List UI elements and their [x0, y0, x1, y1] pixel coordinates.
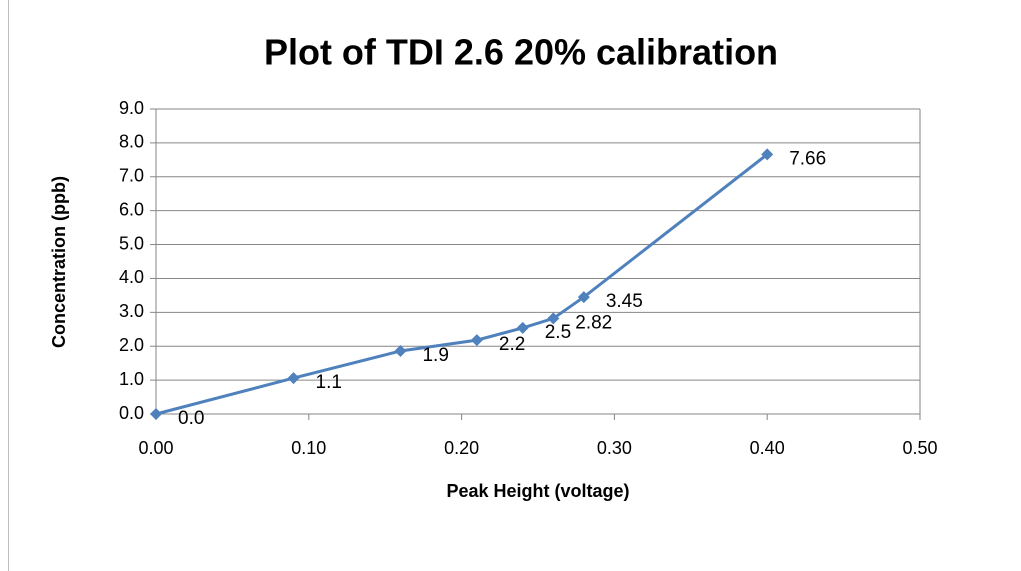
series-line	[155, 153, 769, 416]
x-tick-label: 0.10	[291, 438, 326, 458]
data-label: 1.1	[316, 372, 342, 393]
y-axis-label: Concentration (ppb)	[49, 176, 69, 348]
x-tick-label: 0.50	[902, 438, 937, 458]
x-tick-label: 0.20	[444, 438, 479, 458]
data-label: 7.66	[789, 148, 826, 169]
y-tick-label: 2.0	[119, 335, 144, 355]
data-point	[577, 291, 590, 304]
data-point	[761, 148, 774, 161]
data-label: 2.5	[545, 322, 571, 343]
y-tick-label: 9.0	[119, 98, 144, 118]
data-label: 2.82	[575, 312, 612, 333]
data-label: 3.45	[606, 291, 643, 312]
data-label: 1.9	[422, 345, 448, 366]
data-point	[516, 321, 529, 334]
chart-frame	[8, 0, 1021, 571]
y-tick-label: 0.0	[119, 403, 144, 423]
y-tick-label: 5.0	[119, 233, 144, 253]
y-tick-label: 3.0	[119, 301, 144, 321]
data-point	[287, 372, 300, 385]
y-tick-label: 1.0	[119, 369, 144, 389]
x-tick-label: 0.40	[750, 438, 785, 458]
x-axis-label: Peak Height (voltage)	[446, 481, 629, 501]
chart-title: Plot of TDI 2.6 20% calibration	[264, 32, 778, 73]
y-tick-label: 4.0	[119, 267, 144, 287]
data-point	[394, 344, 407, 357]
y-tick-label: 8.0	[119, 132, 144, 152]
data-label: 2.2	[499, 334, 525, 355]
data-point	[547, 312, 560, 325]
x-tick-label: 0.00	[138, 438, 173, 458]
y-tick-label: 6.0	[119, 199, 144, 219]
data-point	[470, 334, 483, 347]
data-label: 0.0	[178, 408, 204, 429]
x-tick-label: 0.30	[597, 438, 632, 458]
y-tick-label: 7.0	[119, 166, 144, 186]
data-point	[150, 408, 162, 420]
